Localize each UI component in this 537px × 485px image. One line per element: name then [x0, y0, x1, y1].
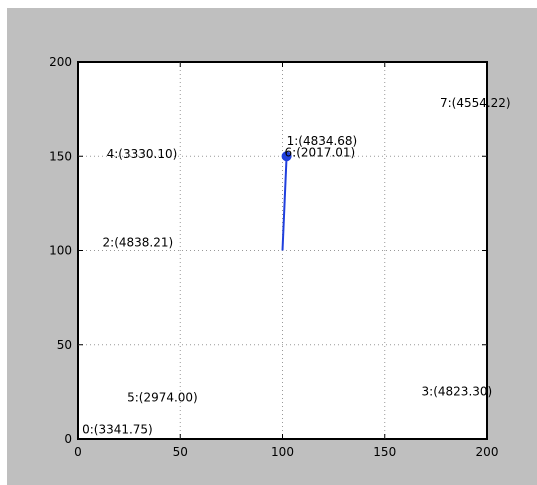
- point-label: 2:(4838.21): [103, 236, 174, 250]
- point-label: 3:(4823.30): [422, 385, 493, 399]
- y-tick-label: 50: [57, 338, 72, 352]
- point-label: 4:(3330.10): [107, 147, 178, 161]
- x-tick-label: 150: [373, 445, 396, 459]
- y-tick-label: 200: [49, 55, 72, 69]
- x-tick-label: 0: [74, 445, 82, 459]
- point-label: 1:(4834.68): [287, 134, 358, 148]
- point-label: 6:(2017.01): [285, 145, 356, 159]
- y-axis: 0 50 100 150 200: [49, 55, 487, 446]
- position-marker: [281, 151, 292, 162]
- point-label: 7:(4554.22): [440, 96, 511, 110]
- x-tick-label: 100: [271, 445, 294, 459]
- y-tick-label: 0: [64, 432, 72, 446]
- y-tick-label: 150: [49, 149, 72, 163]
- point-label: 0:(3341.75): [82, 422, 153, 436]
- x-tick-label: 50: [173, 445, 188, 459]
- x-tick-label: 200: [476, 445, 499, 459]
- x-axis: 0 50 100 150 200: [74, 62, 498, 459]
- path-line: [281, 156, 288, 251]
- point-label: 5:(2974.00): [127, 390, 198, 404]
- series: [281, 151, 292, 251]
- y-tick-label: 100: [49, 244, 72, 258]
- point-labels: 0:(3341.75) 1:(4834.68) 2:(4838.21) 3:(4823…: [82, 96, 511, 436]
